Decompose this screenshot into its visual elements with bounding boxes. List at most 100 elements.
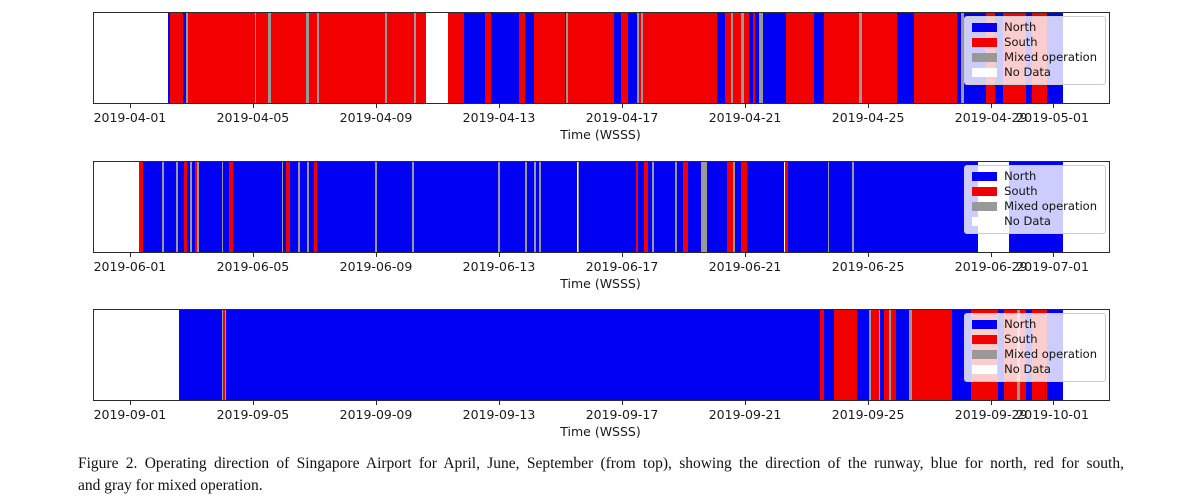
legend-item-mixed-operation: Mixed operation [972, 200, 1097, 213]
mixed-operation-swatch-icon [972, 350, 998, 359]
x-tick-label: 2019-04-21 [708, 110, 782, 125]
segment-north [283, 162, 287, 252]
no-data-swatch-icon [972, 68, 998, 77]
x-tick [868, 253, 870, 257]
legend-item-north: North [972, 170, 1097, 183]
segment-mixed-operation [961, 13, 964, 103]
segment-south [519, 13, 526, 103]
legend-label-mixed-operation: Mixed operation [1004, 50, 1097, 64]
segment-north [824, 310, 834, 400]
segment-north [707, 162, 727, 252]
segment-south [188, 13, 255, 103]
caption-line-2: and gray for mixed operation. [78, 476, 263, 494]
segment-north [178, 310, 222, 400]
segment-south [638, 13, 641, 103]
x-tick [499, 104, 500, 108]
x-tick [129, 401, 131, 405]
segment-south [786, 13, 814, 103]
figure-caption: Figure 2. Operating direction of Singapo… [78, 453, 1124, 496]
segment-south [170, 13, 184, 103]
segment-north [413, 162, 498, 252]
segment-mixed-operation [197, 162, 200, 252]
segment-north [233, 162, 282, 252]
segment-north [716, 13, 725, 103]
no-data-swatch-icon [972, 217, 998, 226]
legend-label-north: North [1004, 169, 1037, 183]
segment-south [318, 13, 385, 103]
segment-north [163, 162, 177, 252]
x-tick [991, 401, 993, 405]
segment-mixed-operation [254, 13, 257, 103]
segment-north [536, 162, 540, 252]
segment-mixed-operation [701, 162, 708, 252]
segment-south [741, 162, 747, 252]
legend-item-north: North [972, 21, 1097, 34]
segment-mixed-operation [221, 162, 224, 252]
segment-mixed-operation [267, 13, 271, 103]
chart-june: North South Mixed operation No Data Time (W… [0, 161, 1200, 301]
legend-item-south: South [972, 185, 1097, 198]
segment-north [178, 162, 184, 252]
x-tick-label: 2019-06-13 [462, 259, 536, 274]
segment-mixed-operation [539, 162, 542, 252]
legend-item-no-data: No Data [972, 363, 1097, 376]
x-tick [991, 104, 993, 108]
x-tick [129, 253, 131, 257]
no-data-swatch-icon [972, 365, 998, 374]
segment-north [142, 162, 162, 252]
segment-mixed-operation [374, 162, 377, 252]
x-tick [129, 104, 131, 108]
x-tick [499, 401, 500, 405]
segment-north [525, 13, 534, 103]
x-tick-label: 2019-04-05 [216, 110, 290, 125]
segment-south [862, 13, 897, 103]
segment-north [223, 162, 230, 252]
x-tick [1052, 104, 1054, 108]
segment-north [637, 162, 644, 252]
segment-north [183, 13, 187, 103]
segment-mixed-operation [161, 162, 164, 252]
segment-south [256, 13, 268, 103]
x-tick-label: 2019-04-09 [339, 110, 413, 125]
x-tick [991, 253, 993, 257]
x-tick-label: 2019-06-21 [708, 259, 782, 274]
legend-label-north: North [1004, 20, 1037, 34]
x-tick-label: 2019-06-09 [339, 259, 413, 274]
segment-north [500, 162, 525, 252]
x-tick-label: 2019-07-01 [1016, 259, 1089, 274]
segment-north [317, 162, 375, 252]
x-tick-label: 2019-09-29 [954, 407, 1028, 422]
segment-no-data [94, 13, 168, 103]
segment-south [138, 162, 143, 252]
segment-south [447, 13, 464, 103]
segment-north [762, 13, 787, 103]
segment-north [192, 162, 195, 252]
segment-north [627, 13, 637, 103]
legend-label-mixed-operation: Mixed operation [1004, 347, 1097, 361]
segment-north [813, 13, 825, 103]
north-swatch-icon [972, 172, 998, 181]
legend: North South Mixed operation No Data [964, 313, 1106, 382]
segment-mixed-operation [758, 13, 763, 103]
segment-mixed-operation [186, 13, 189, 103]
south-swatch-icon [972, 335, 998, 344]
segment-south [387, 13, 414, 103]
segment-north [880, 310, 885, 400]
segment-mixed-operation [281, 162, 284, 252]
segment-south [833, 310, 857, 400]
x-tick-label: 2019-04-29 [954, 110, 1028, 125]
x-tick [252, 253, 254, 257]
segment-mixed-operation [732, 162, 735, 252]
x-axis-label: Time (WSSS) [560, 276, 641, 291]
x-tick [745, 253, 747, 257]
legend-label-no-data: No Data [1004, 362, 1051, 376]
segment-mixed-operation [221, 310, 224, 400]
segment-north [896, 13, 914, 103]
segment-south [635, 162, 638, 252]
segment-mixed-operation [888, 310, 892, 400]
segment-south [819, 310, 825, 400]
legend-item-mixed-operation: Mixed operation [972, 51, 1097, 64]
segment-south [183, 162, 187, 252]
plot-area-june: North South Mixed operation No Data [93, 161, 1110, 253]
x-tick [622, 401, 624, 405]
